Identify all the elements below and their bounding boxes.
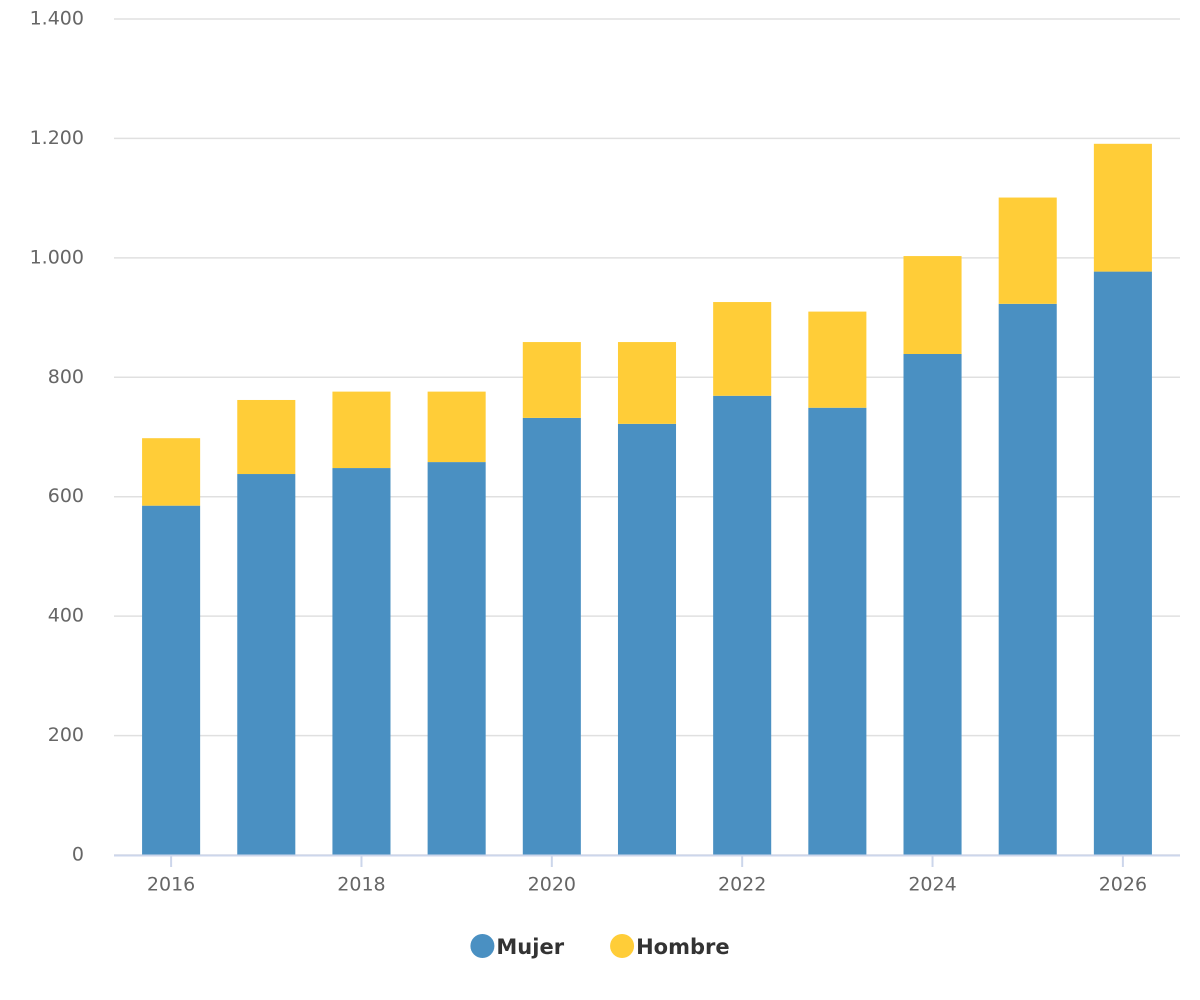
bar-segment: [237, 474, 296, 855]
y-tick-label: 1.400: [30, 8, 84, 30]
bar-segment: [713, 395, 772, 855]
bar-segment: [237, 399, 296, 475]
y-tick-label: 600: [48, 485, 84, 507]
bar-segment: [522, 417, 581, 855]
bar-segment: [998, 197, 1057, 304]
y-tick-label: 200: [48, 724, 84, 746]
bar-segment: [332, 391, 391, 469]
y-tick-label: 1.200: [30, 127, 84, 149]
y-tick-label: 0: [72, 844, 84, 866]
y-tick-label: 400: [48, 605, 84, 627]
y-tick-label: 800: [48, 366, 84, 388]
x-tick-label: 2026: [1099, 874, 1147, 896]
x-tick-label: 2016: [147, 874, 195, 896]
bar-segment: [713, 302, 772, 396]
bar-segment: [617, 342, 677, 424]
bar-segment: [903, 256, 962, 354]
bar-segment: [903, 353, 962, 855]
bar-segment: [1093, 143, 1152, 272]
x-tick-label: 2018: [337, 874, 385, 896]
bar-segment: [998, 303, 1057, 855]
bar-segment: [332, 468, 391, 855]
bar-segment: [427, 462, 486, 855]
bar-segment: [808, 407, 867, 855]
bar-segment: [142, 438, 201, 506]
y-tick-label: 1.000: [30, 246, 84, 268]
legend-marker: [610, 934, 635, 958]
legend-label: Hombre: [636, 935, 730, 959]
bar-segment: [427, 391, 486, 463]
bar-segment: [808, 311, 867, 408]
x-tick-label: 2020: [528, 874, 576, 896]
x-tick-label: 2022: [718, 874, 766, 896]
legend-marker: [470, 934, 495, 958]
bar-segment: [142, 505, 201, 855]
bar-segment: [1093, 271, 1152, 855]
bar-segment: [522, 342, 581, 418]
x-tick-label: 2024: [908, 874, 956, 896]
legend-label: Mujer: [496, 935, 564, 959]
bar-segment: [617, 423, 677, 855]
